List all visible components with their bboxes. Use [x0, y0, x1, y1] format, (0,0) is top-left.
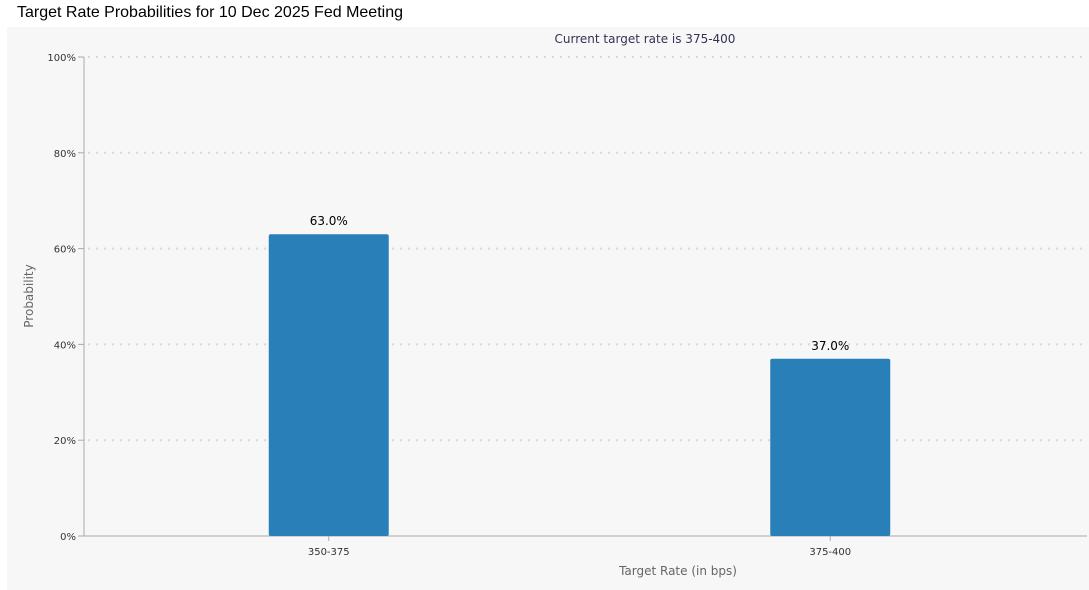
- gridlines: [88, 56, 1087, 442]
- x-axis-title: Target Rate (in bps): [618, 564, 737, 578]
- y-tick-label: 0%: [60, 532, 76, 543]
- chart-subtitle: Current target rate is 375-400: [555, 32, 736, 46]
- bar-data-label: 37.0%: [811, 339, 849, 353]
- bar-data-label: 63.0%: [310, 214, 348, 228]
- bar[interactable]: [268, 234, 389, 537]
- y-tick-label: 60%: [54, 245, 76, 256]
- chart-panel: Current target rate is 375-400 0% 20% 40% 6…: [7, 27, 1089, 590]
- bar-chart: Current target rate is 375-400 0% 20% 40% 6…: [22, 32, 1087, 578]
- page-title: Target Rate Probabilities for 10 Dec 202…: [17, 4, 403, 21]
- y-tick-label: 20%: [54, 436, 76, 447]
- x-tick-label: 350-375: [308, 547, 350, 558]
- x-axis-ticks: 350-375 375-400: [308, 536, 851, 558]
- y-axis-title: Probability: [22, 264, 36, 327]
- x-tick-label: 375-400: [809, 547, 851, 558]
- y-tick-label: 40%: [54, 340, 76, 351]
- bars: 63.0% 37.0%: [268, 214, 891, 537]
- y-tick-label: 100%: [47, 53, 76, 64]
- bar[interactable]: [770, 358, 891, 536]
- y-tick-label: 80%: [54, 149, 76, 160]
- y-axis-ticks: 0% 20% 40% 60% 80% 100%: [47, 53, 84, 543]
